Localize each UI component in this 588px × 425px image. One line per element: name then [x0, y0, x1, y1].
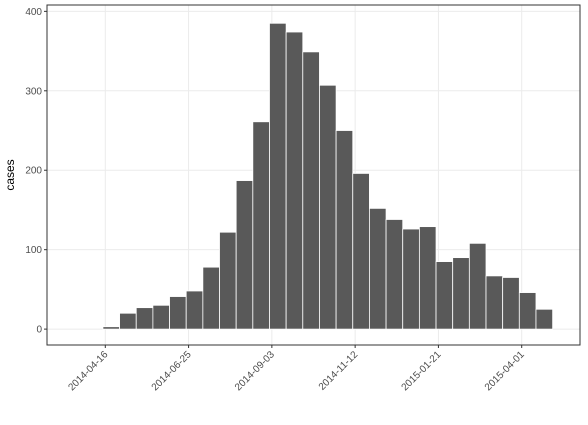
- bar: [452, 257, 470, 330]
- bar: [518, 292, 537, 330]
- bar: [152, 304, 170, 330]
- x-tick-label: 2015-04-01: [483, 349, 527, 393]
- bar: [335, 130, 354, 330]
- bar: [468, 242, 487, 330]
- bar: [102, 326, 120, 330]
- y-axis-label: cases: [3, 159, 17, 190]
- bar: [418, 226, 437, 330]
- y-tick-label: 0: [36, 325, 42, 336]
- bar: [369, 207, 387, 330]
- bar: [535, 308, 554, 330]
- bar: [402, 228, 420, 330]
- y-tick-label: 200: [25, 166, 42, 177]
- bar: [185, 290, 204, 330]
- x-tick-label: 2015-01-21: [400, 349, 444, 393]
- bar: [302, 51, 320, 330]
- bar: [319, 84, 337, 330]
- bar: [252, 121, 270, 330]
- x-tick-label: 2014-11-12: [317, 349, 361, 393]
- y-tick-label: 400: [25, 7, 42, 18]
- bar: [285, 31, 304, 330]
- bar: [502, 277, 520, 330]
- panel-border: [46, 4, 581, 346]
- bar: [485, 275, 504, 330]
- bar: [119, 312, 137, 330]
- bar: [435, 261, 454, 330]
- x-tick-label: 2014-06-25: [150, 349, 194, 393]
- bar: [352, 173, 370, 330]
- bar: [219, 231, 237, 330]
- y-tick-label: 300: [25, 86, 42, 97]
- bar: [385, 219, 404, 330]
- bar: [202, 266, 220, 330]
- bar: [269, 22, 287, 330]
- bar: [135, 307, 154, 330]
- x-tick-label: 2014-04-16: [66, 349, 110, 393]
- x-tick-label: 2014-09-03: [233, 349, 277, 393]
- y-tick-label: 100: [25, 245, 42, 256]
- bar: [169, 296, 187, 330]
- bar: [235, 180, 254, 330]
